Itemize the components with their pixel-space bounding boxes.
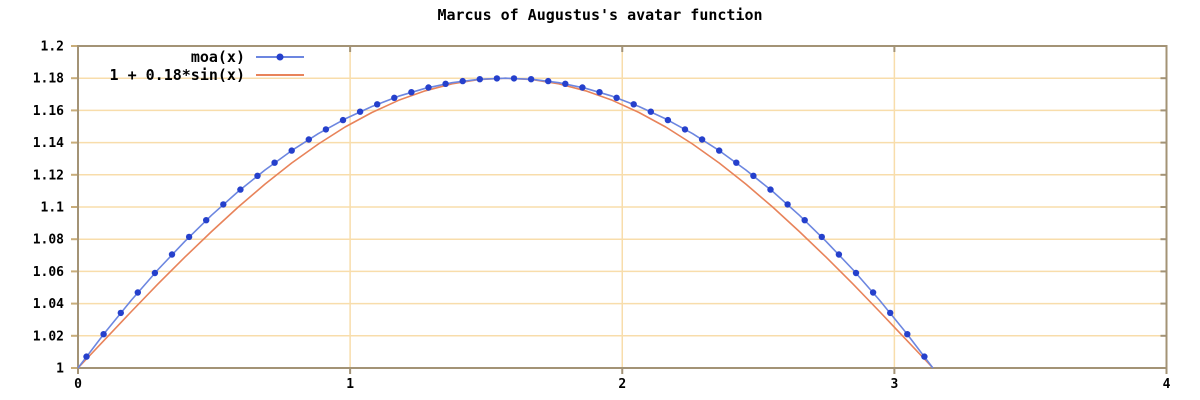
series-moa-point xyxy=(630,101,637,108)
series-moa-point xyxy=(698,136,706,143)
y-axis-tick-label: 1.12 xyxy=(33,168,64,183)
series-moa-point xyxy=(185,233,193,241)
series-moa-point xyxy=(220,201,227,208)
y-axis-tick-label: 1.08 xyxy=(33,233,64,248)
series-moa-point xyxy=(716,147,723,154)
series-moa-point xyxy=(254,172,261,179)
legend: moa(x) 1 + 0.18*sin(x) xyxy=(0,48,320,84)
x-axis-tick-label: 4 xyxy=(1163,377,1171,392)
x-axis-tick-label: 3 xyxy=(890,377,898,392)
series-moa-point xyxy=(750,172,757,179)
series-moa-point xyxy=(134,289,141,296)
series-moa-point xyxy=(322,126,330,133)
series-moa-point xyxy=(425,84,432,91)
series-moa-point xyxy=(835,251,843,258)
series-moa-point xyxy=(83,353,90,360)
x-axis-tick-label: 0 xyxy=(74,377,82,392)
y-axis-tick-label: 1.06 xyxy=(33,265,64,280)
series-moa-point xyxy=(391,94,398,102)
series-moa-point xyxy=(869,289,877,296)
series-moa-point xyxy=(647,108,654,115)
series-moa-point xyxy=(852,269,860,277)
y-axis-tick-label: 1 xyxy=(56,362,64,377)
series-moa-point xyxy=(801,217,808,224)
legend-row: 1 + 0.18*sin(x) xyxy=(0,66,320,84)
legend-point-swatch xyxy=(276,53,284,61)
series-moa-point xyxy=(887,309,894,317)
series-moa-point xyxy=(681,126,689,133)
series-moa-point xyxy=(579,84,586,91)
series-moa-point xyxy=(733,159,740,166)
series-moa-point xyxy=(904,331,911,338)
series-moa-point xyxy=(613,94,620,102)
x-axis-tick-label: 1 xyxy=(346,377,354,392)
legend-line-swatch xyxy=(256,74,304,76)
series-moa-point xyxy=(818,233,825,241)
chart-title: Marcus of Augustus's avatar function xyxy=(437,6,763,24)
legend-line-sample xyxy=(256,66,304,84)
series-moa-point xyxy=(596,89,603,96)
series-moa-line xyxy=(77,77,934,369)
series-moa-point xyxy=(339,116,347,124)
x-axis-tick-label: 2 xyxy=(618,377,626,392)
series-moa-point xyxy=(305,136,312,143)
series-moa-point xyxy=(784,201,791,208)
series-moa-point xyxy=(510,75,518,82)
series-moa-point xyxy=(493,75,501,82)
series-moa-point xyxy=(237,186,244,193)
series-moa-point xyxy=(527,76,535,83)
series-moa-point xyxy=(921,353,928,360)
series-moa-point xyxy=(664,116,672,124)
y-axis-tick-label: 1.2 xyxy=(41,40,64,55)
series-moa-point xyxy=(117,309,125,317)
series-moa-point xyxy=(271,159,278,166)
legend-row: moa(x) xyxy=(0,48,320,66)
series-moa-point xyxy=(459,77,466,85)
series-moa-point xyxy=(374,101,381,108)
plot-border xyxy=(77,45,1168,369)
y-axis-tick-label: 1.14 xyxy=(33,136,64,151)
y-axis-tick-label: 1.02 xyxy=(33,329,64,344)
series-moa-point xyxy=(288,147,295,154)
y-axis-tick-label: 1.18 xyxy=(33,72,64,87)
legend-label: 1 + 0.18*sin(x) xyxy=(109,66,245,84)
series-moa-point xyxy=(442,80,449,88)
series-moa-point xyxy=(168,251,176,258)
series-moa-point xyxy=(408,89,415,96)
series-moa-point xyxy=(100,331,107,338)
series-moa-point xyxy=(356,108,364,115)
series-moa-point xyxy=(203,217,210,224)
y-axis-tick-label: 1.04 xyxy=(33,297,64,312)
series-moa-point xyxy=(151,269,159,277)
series-moa-point xyxy=(562,80,569,88)
y-axis-tick-label: 1.16 xyxy=(33,104,64,119)
series-moa-point xyxy=(767,186,774,193)
legend-line-sample xyxy=(256,48,304,66)
y-axis-tick-label: 1.1 xyxy=(41,201,65,216)
legend-label: moa(x) xyxy=(190,48,245,66)
series-moa-point xyxy=(476,76,483,83)
series-moa-point xyxy=(545,77,552,85)
